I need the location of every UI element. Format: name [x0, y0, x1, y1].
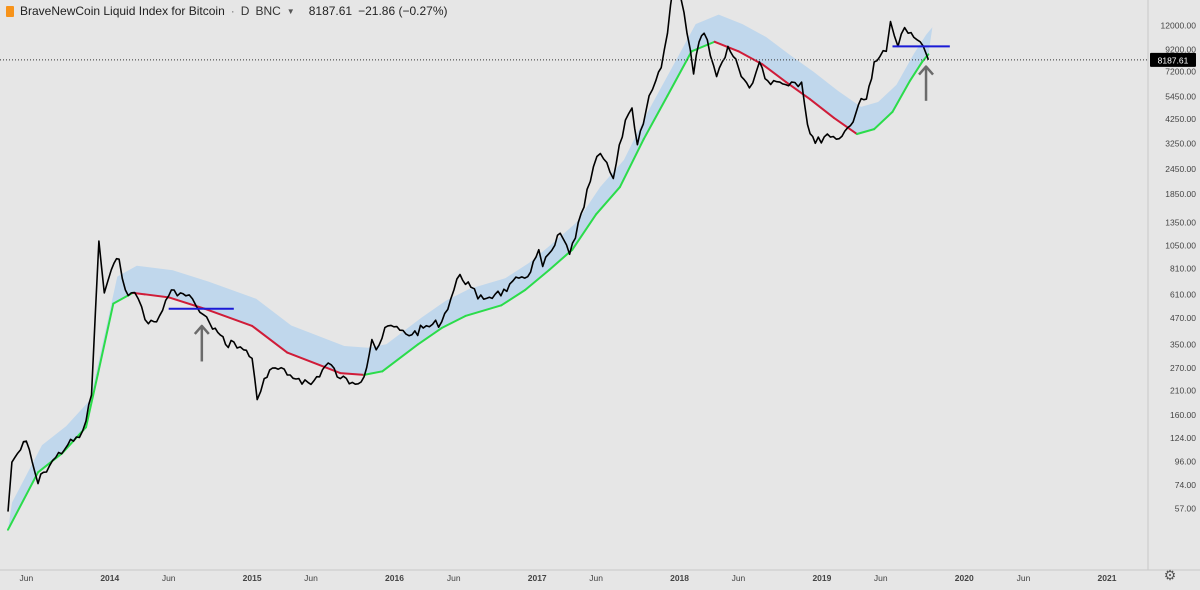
header-separator: ·: [230, 4, 235, 18]
ma-segment-falling: [737, 50, 764, 66]
y-tick-label: 12000.00: [1161, 20, 1197, 30]
ma-segment-rising: [595, 186, 621, 216]
ma-segment-falling: [713, 40, 740, 53]
y-tick-label: 7200.00: [1165, 66, 1196, 76]
y-tick-label: 810.00: [1170, 264, 1196, 274]
y-tick-label: 1850.00: [1165, 189, 1196, 199]
x-tick-label: Jun: [162, 573, 176, 583]
y-tick-label: 210.00: [1170, 386, 1196, 396]
ma-segment-rising: [416, 327, 443, 346]
ma-segment-rising: [7, 471, 40, 531]
ma-segment-rising: [96, 302, 115, 376]
ma-segment-falling: [251, 324, 289, 354]
ma-segment-falling: [808, 98, 835, 119]
ma-segment-rising: [666, 50, 693, 97]
ma-segment-falling: [143, 293, 170, 299]
series-group: [7, 0, 950, 531]
ma-segment-rising: [381, 343, 419, 373]
last-price-label-bg: [1150, 52, 1196, 67]
x-tick-label: 2021: [1098, 573, 1117, 583]
ma-segment-falling: [761, 63, 788, 84]
x-tick-label: 2016: [385, 573, 404, 583]
ma-segment-rising: [363, 370, 384, 376]
ma-segment-rising: [618, 138, 645, 189]
ma-segment-rising: [690, 40, 716, 53]
ma-segment-rising: [84, 373, 99, 429]
x-tick-label: Jun: [589, 573, 603, 583]
x-tick-label: 2015: [243, 573, 262, 583]
gear-icon[interactable]: ⚙: [1163, 567, 1177, 583]
y-tick-label: 57.00: [1175, 503, 1197, 513]
bitcoin-logo-icon: [6, 5, 14, 17]
ma-segment-rising: [440, 314, 467, 330]
ma-segment-rising: [500, 288, 527, 307]
y-tick-label: 124.00: [1170, 433, 1196, 443]
ma-segment-rising: [524, 268, 551, 291]
y-tick-label: 3250.00: [1165, 138, 1196, 148]
ma-segment-rising: [571, 213, 598, 251]
ma-segment-falling: [832, 116, 859, 136]
ma-band: [8, 14, 933, 530]
x-tick-label: 2020: [955, 573, 974, 583]
y-tick-label: 4250.00: [1165, 114, 1196, 124]
ma-segment-falling: [286, 351, 342, 375]
y-tick-label: 160.00: [1170, 410, 1196, 420]
price-line: [7, 0, 930, 512]
x-tick-label: Jun: [874, 573, 888, 583]
x-tick-label: 2014: [100, 573, 119, 583]
ma-segment-rising: [909, 60, 924, 82]
y-tick-label: 5450.00: [1165, 92, 1196, 102]
ma-segment-rising: [891, 79, 912, 113]
ma-segment-rising: [642, 94, 669, 141]
ma-segment-rising: [464, 304, 503, 317]
ma-segment-falling: [167, 296, 206, 310]
last-price: 8187.61: [308, 4, 353, 18]
ma-segment-rising: [37, 452, 64, 474]
exchange-label[interactable]: BNC: [255, 4, 281, 18]
price-change: −21.86 (−0.27%): [358, 4, 448, 18]
y-tick-label: 1350.00: [1165, 218, 1196, 228]
y-tick-label: 270.00: [1170, 363, 1196, 373]
y-tick-label: 470.00: [1170, 313, 1196, 323]
ma-segment-falling: [339, 372, 366, 376]
x-tick-label: Jun: [447, 573, 461, 583]
ma-segment-falling: [203, 307, 254, 327]
x-tick-label: 2019: [812, 573, 831, 583]
x-tick-label: Jun: [732, 573, 746, 583]
y-tick-label: 350.00: [1170, 339, 1196, 349]
y-tick-label: 1050.00: [1165, 240, 1196, 250]
symbol-title[interactable]: BraveNewCoin Liquid Index for Bitcoin: [20, 4, 225, 18]
x-tick-label: Jun: [1017, 573, 1031, 583]
annotation-arrow-head: [193, 324, 210, 335]
x-tick-label: 2017: [528, 573, 547, 583]
annotation-arrow-head: [918, 65, 934, 76]
x-tick-label: 2018: [670, 573, 689, 583]
ma-segment-rising: [856, 128, 876, 136]
x-tick-label: Jun: [19, 573, 33, 583]
y-tick-label: 74.00: [1175, 480, 1197, 490]
y-tick-label: 2450.00: [1165, 164, 1196, 174]
ma-segment-rising: [873, 110, 894, 131]
y-tick-label: 610.00: [1170, 289, 1196, 299]
x-tick-label: Jun: [304, 573, 318, 583]
chevron-down-icon[interactable]: ▼: [286, 6, 295, 16]
last-price-label: 8187.61: [1158, 55, 1189, 65]
interval-label[interactable]: D: [240, 4, 250, 18]
y-tick-label: 96.00: [1175, 456, 1197, 466]
chart-header: BraveNewCoin Liquid Index for Bitcoin · …: [6, 3, 448, 19]
y-tick-label: 9200.00: [1165, 44, 1196, 54]
